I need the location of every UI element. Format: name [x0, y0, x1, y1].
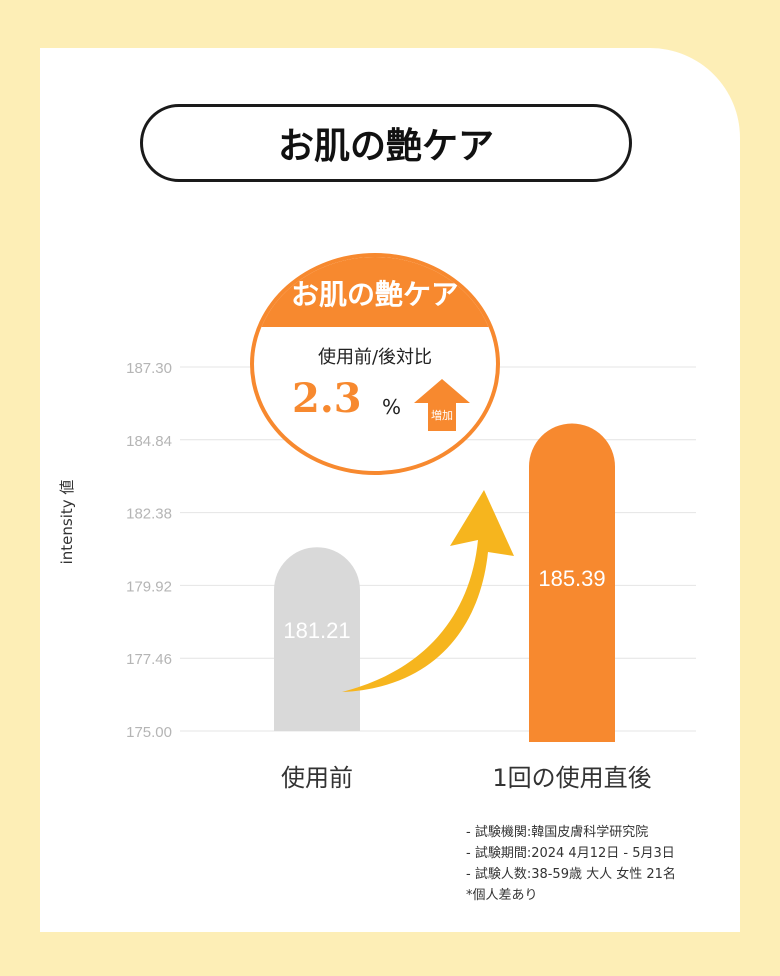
note-line: - 試験機関:韓国皮膚科学研究院	[466, 825, 649, 840]
bar-value-label: 181.21	[283, 618, 350, 643]
badge-subtitle: 使用前/後対比	[317, 347, 433, 368]
y-tick-label: 184.84	[126, 433, 172, 450]
y-axis-ticks: 175.00 177.46 179.92 182.38 184.84 187.30	[126, 360, 172, 741]
bar	[274, 547, 360, 731]
y-tick-label: 175.00	[126, 724, 172, 741]
up-arrow-icon	[414, 379, 470, 431]
badge-title: お肌の艶ケア	[254, 257, 496, 327]
bar-value-label: 185.39	[538, 566, 605, 591]
y-tick-label: 177.46	[126, 651, 172, 668]
chart-bars	[274, 423, 615, 742]
y-tick-label: 182.38	[126, 506, 172, 523]
y-tick-label: 179.92	[126, 578, 172, 595]
note-line: *個人差あり	[466, 888, 538, 903]
note-line: - 試験期間:2024 4月12日 - 5月3日	[466, 846, 675, 861]
note-line: - 試験人数:38-59歳 大人 女性 21名	[466, 867, 676, 882]
y-tick-label: 187.30	[126, 360, 172, 377]
badge-value: 2.3	[292, 375, 362, 422]
page-title: お肌の艶ケア	[140, 104, 632, 182]
bar	[529, 423, 615, 742]
badge-arrow-label: 増加	[431, 409, 453, 422]
x-tick-label: 使用前	[281, 764, 353, 792]
x-axis-labels: 使用前 1回の使用直後	[281, 764, 652, 792]
badge-unit: %	[382, 395, 402, 419]
increase-badge: お肌の艶ケア 使用前/後対比 2.3 % 増加	[250, 253, 500, 475]
x-tick-label: 1回の使用直後	[492, 764, 651, 792]
bar-value-labels: 181.21 185.39	[283, 566, 605, 643]
y-axis-label: intensity 値	[58, 479, 76, 565]
curved-arrow-icon	[342, 490, 514, 692]
test-notes: - 試験機関:韓国皮膚科学研究院 - 試験期間:2024 4月12日 - 5月3…	[466, 822, 676, 906]
content-card	[40, 48, 740, 932]
